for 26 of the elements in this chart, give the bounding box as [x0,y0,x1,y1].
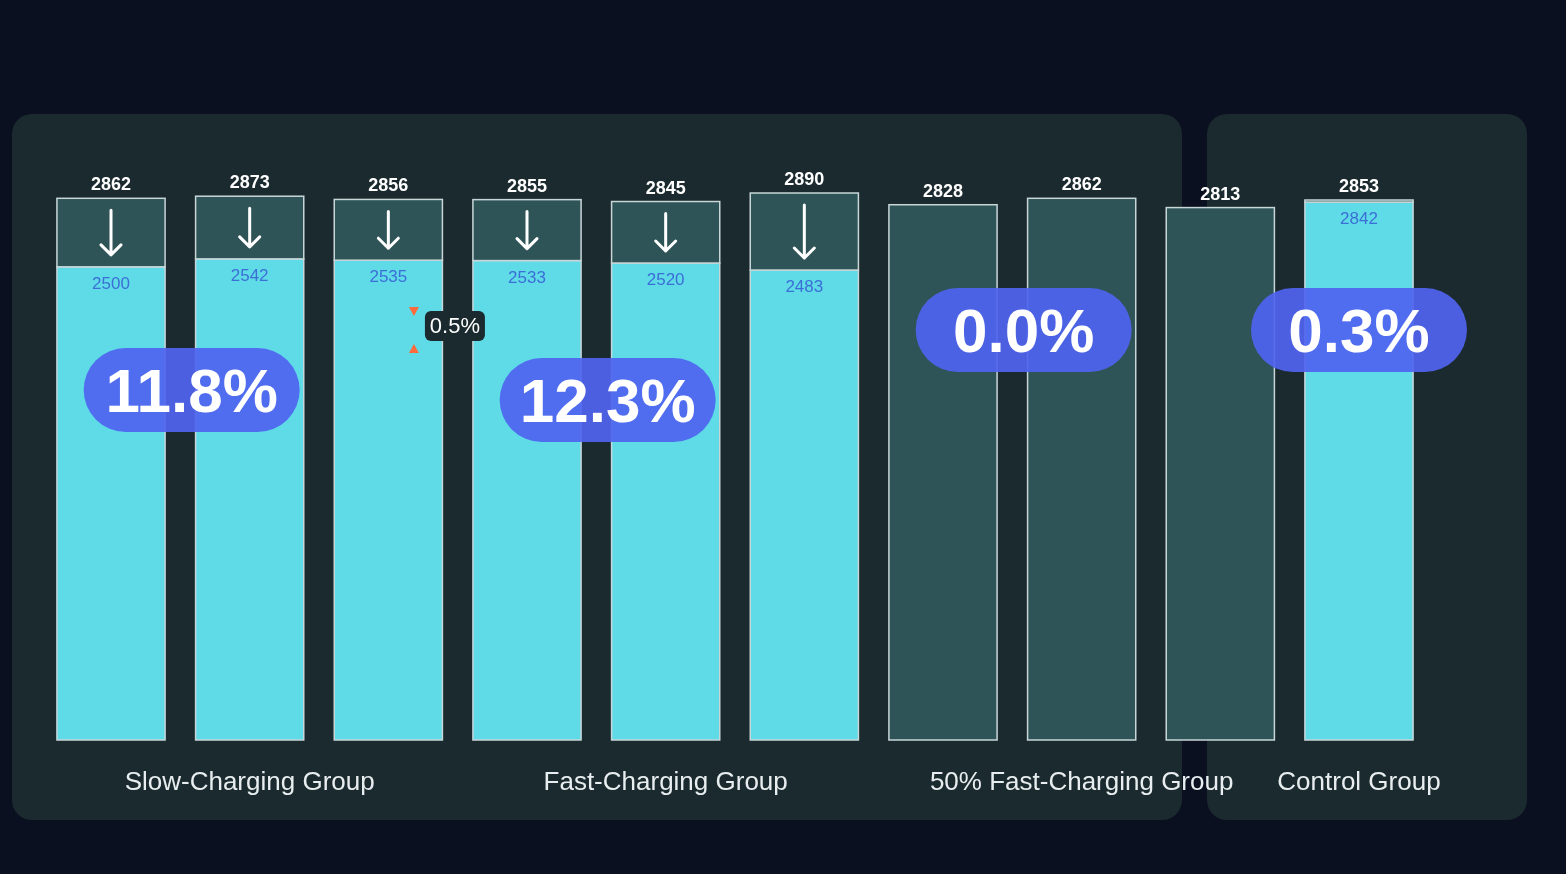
total-label: 2828 [922,180,964,201]
total-label: 2855 [506,175,548,196]
x-tick-label: Fast-Charging Group [543,766,788,796]
data-label: 2533 [508,267,546,287]
data-label: 2535 [369,267,408,287]
annotation: 0.0% [953,296,1095,365]
data-label: 2842 [1340,209,1378,229]
annotation: 11.8% [105,356,278,425]
data-label: 2500 [92,273,130,293]
data-label: 2542 [230,265,269,285]
total-label: 2856 [368,175,409,196]
total-label: 2873 [229,172,270,193]
annotation: 12.3% [519,366,696,435]
total-label: 2813 [1200,183,1241,204]
total-label: 2890 [784,169,825,189]
data-label: 2483 [785,277,824,297]
total-label: 2845 [645,177,686,198]
total-label: 2853 [1338,176,1380,196]
annotation: 0.5% [429,313,480,338]
x-tick-label: Control Group [1277,766,1441,796]
annotation: 0.3% [1288,296,1430,365]
total-label: 2862 [90,174,132,195]
x-tick-label: 50% Fast-Charging Group [929,766,1234,796]
data-label: 2520 [646,270,685,290]
x-tick-label: Slow-Charging Group [124,766,375,796]
total-label: 2862 [1061,174,1102,195]
